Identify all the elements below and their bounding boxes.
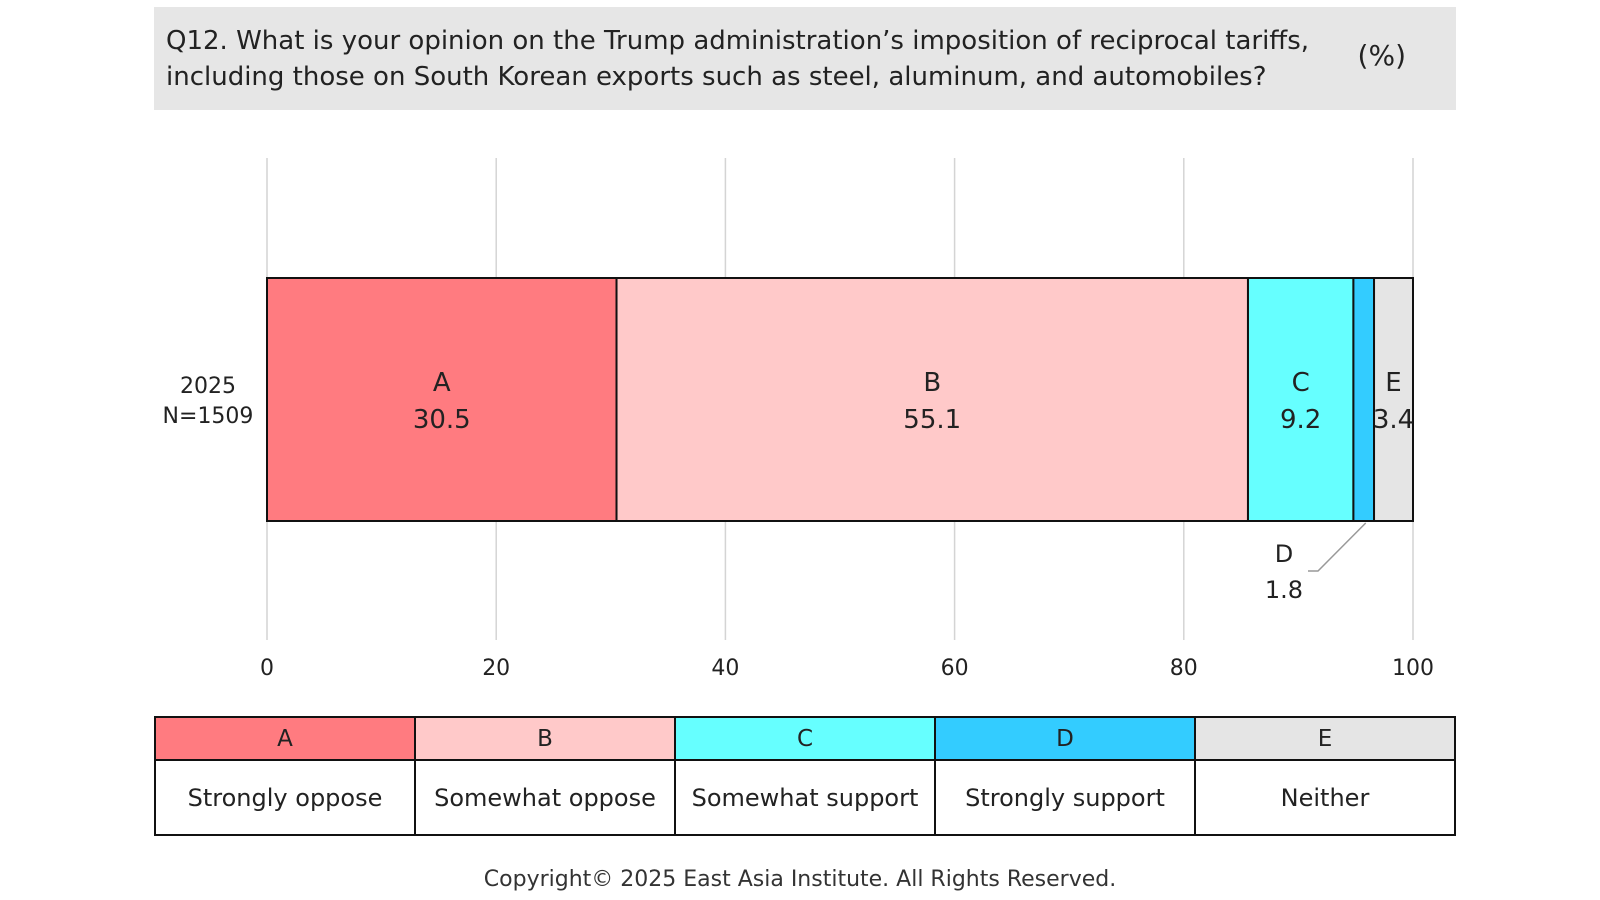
legend-label-c: Somewhat support	[691, 783, 919, 812]
bar-segment-d	[1352, 277, 1376, 522]
segment-value-label-c: 9.2	[1280, 405, 1321, 435]
legend-column-d: D Strongly support	[936, 718, 1196, 834]
category-label-line-1: 2025	[180, 374, 236, 399]
segment-key-label-a: A	[433, 368, 451, 398]
legend-key-b: B	[416, 718, 674, 761]
legend-label-b: Somewhat oppose	[434, 783, 656, 812]
segment-key-label-b: B	[923, 368, 941, 398]
x-tick-label-60: 60	[941, 656, 969, 681]
stacked-bar-chart: 0 20 40 60 80 100 2025 N=1509 A 30.5 B 55.1 C 9.2 D 1.8…	[163, 158, 1434, 681]
segment-value-label-d: 1.8	[1265, 576, 1303, 604]
bar-segment-e	[1373, 277, 1415, 522]
x-tick-label-0: 0	[260, 656, 274, 681]
legend-column-a: A Strongly oppose	[156, 718, 416, 834]
question-box: Q12. What is your opinion on the Trump a…	[154, 7, 1456, 110]
bar-segment-a	[266, 277, 618, 522]
legend-key-c: C	[676, 718, 934, 761]
segment-value-label-a: 30.5	[413, 405, 471, 435]
legend-column-b: B Somewhat oppose	[416, 718, 676, 834]
bar-segment-b	[615, 277, 1249, 522]
x-tick-label-40: 40	[711, 656, 739, 681]
copyright-notice: Copyright© 2025 East Asia Institute. All…	[483, 867, 1117, 892]
legend-label-a: Strongly oppose	[187, 783, 383, 812]
legend-table: A Strongly oppose B Somewhat oppose C Somewha…	[154, 716, 1456, 836]
callout-line-d	[1308, 522, 1367, 572]
legend-label-e: Neither	[1280, 783, 1370, 812]
question-text: Q12. What is your opinion on the Trump a…	[166, 26, 1310, 92]
legend-column-e: E Neither	[1196, 718, 1454, 834]
segment-value-label-b: 55.1	[903, 405, 961, 435]
segment-key-label-e: E	[1385, 368, 1401, 398]
x-tick-label-80: 80	[1170, 656, 1198, 681]
legend-key-e: E	[1196, 718, 1454, 761]
x-tick-label-20: 20	[482, 656, 510, 681]
segment-key-label-d: D	[1275, 540, 1293, 568]
segment-value-label-e: 3.4	[1373, 405, 1414, 435]
legend-column-c: C Somewhat support	[676, 718, 936, 834]
segment-key-label-c: C	[1292, 368, 1310, 398]
legend-label-d: Strongly support	[965, 783, 1165, 812]
category-label-line-2: N=1509	[163, 404, 254, 429]
legend-key-a: A	[156, 718, 414, 761]
bar-segment-c	[1246, 277, 1355, 522]
x-tick-label-100: 100	[1392, 656, 1434, 681]
unit-label: (%)	[1357, 39, 1406, 72]
legend-key-d: D	[936, 718, 1194, 761]
